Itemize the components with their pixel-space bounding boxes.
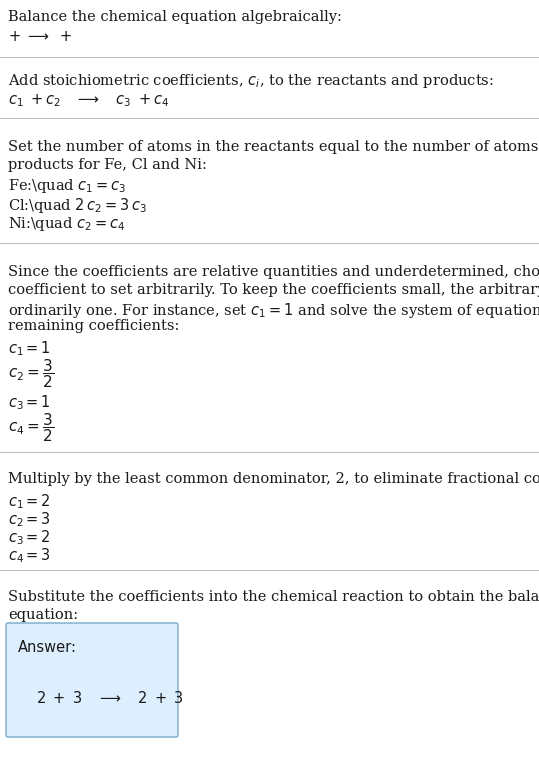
Text: Since the coefficients are relative quantities and underdetermined, choose a: Since the coefficients are relative quan… <box>8 265 539 279</box>
Text: $c_4 = \dfrac{3}{2}$: $c_4 = \dfrac{3}{2}$ <box>8 411 54 443</box>
Text: remaining coefficients:: remaining coefficients: <box>8 319 179 333</box>
Text: $c_1\ +c_2\quad\longrightarrow\quad c_3\ +c_4$: $c_1\ +c_2\quad\longrightarrow\quad c_3\… <box>8 92 170 108</box>
Text: Add stoichiometric coefficients, $c_i$, to the reactants and products:: Add stoichiometric coefficients, $c_i$, … <box>8 72 494 90</box>
Text: Ni:\quad $c_2 = c_4$: Ni:\quad $c_2 = c_4$ <box>8 215 126 233</box>
Text: Balance the chemical equation algebraically:: Balance the chemical equation algebraica… <box>8 10 342 24</box>
Text: $+\ \longrightarrow\ +$: $+\ \longrightarrow\ +$ <box>8 30 72 44</box>
Text: Substitute the coefficients into the chemical reaction to obtain the balanced: Substitute the coefficients into the che… <box>8 590 539 604</box>
Text: $c_1 = 1$: $c_1 = 1$ <box>8 339 51 358</box>
Text: equation:: equation: <box>8 608 78 622</box>
Text: $c_2 = 3$: $c_2 = 3$ <box>8 510 51 528</box>
Text: $c_1 = 2$: $c_1 = 2$ <box>8 492 51 511</box>
Text: $c_4 = 3$: $c_4 = 3$ <box>8 546 51 565</box>
Text: $2\ +\ 3\quad\longrightarrow\quad 2\ +\ 3$: $2\ +\ 3\quad\longrightarrow\quad 2\ +\ … <box>36 690 184 706</box>
Text: coefficient to set arbitrarily. To keep the coefficients small, the arbitrary va: coefficient to set arbitrarily. To keep … <box>8 283 539 297</box>
Text: products for Fe, Cl and Ni:: products for Fe, Cl and Ni: <box>8 158 207 172</box>
Text: Multiply by the least common denominator, 2, to eliminate fractional coefficient: Multiply by the least common denominator… <box>8 472 539 486</box>
Text: Answer:: Answer: <box>18 640 77 655</box>
Text: $c_3 = 1$: $c_3 = 1$ <box>8 393 51 412</box>
Text: $c_2 = \dfrac{3}{2}$: $c_2 = \dfrac{3}{2}$ <box>8 357 54 390</box>
Text: Fe:\quad $c_1 = c_3$: Fe:\quad $c_1 = c_3$ <box>8 177 127 195</box>
Text: ordinarily one. For instance, set $c_1 = 1$ and solve the system of equations fo: ordinarily one. For instance, set $c_1 =… <box>8 301 539 320</box>
Text: $c_3 = 2$: $c_3 = 2$ <box>8 528 51 547</box>
Text: Set the number of atoms in the reactants equal to the number of atoms in the: Set the number of atoms in the reactants… <box>8 140 539 154</box>
Text: Cl:\quad $2\,c_2 = 3\,c_3$: Cl:\quad $2\,c_2 = 3\,c_3$ <box>8 196 147 215</box>
FancyBboxPatch shape <box>6 623 178 737</box>
